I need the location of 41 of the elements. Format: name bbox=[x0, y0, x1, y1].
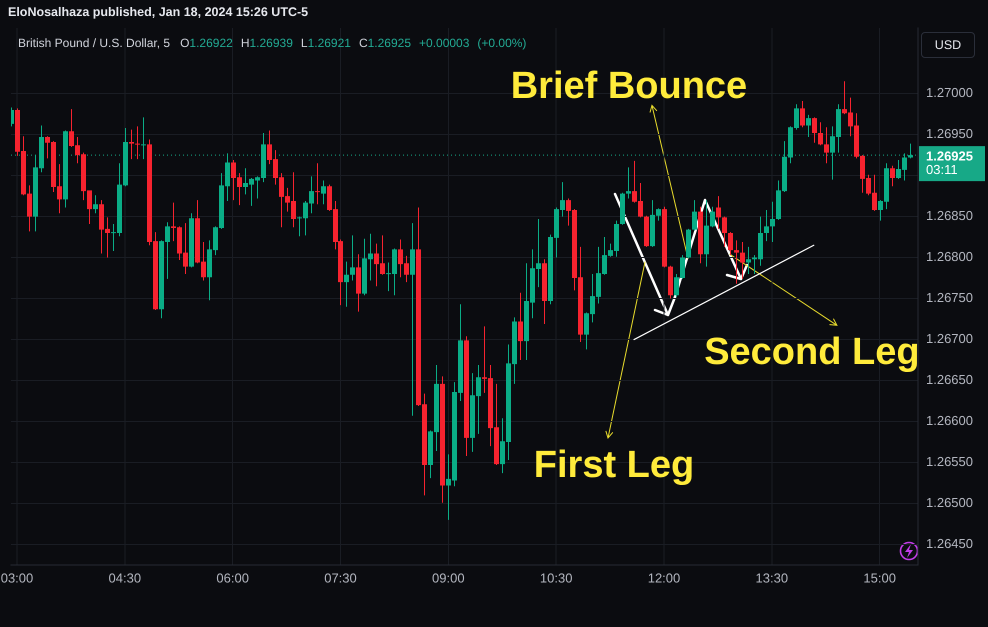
candlestick bbox=[746, 246, 751, 274]
candlestick bbox=[740, 242, 745, 279]
annotation: Second Leg bbox=[704, 331, 920, 374]
x-tick-label: 15:00 bbox=[863, 570, 896, 586]
y-tick-label: 1.26850 bbox=[926, 208, 973, 224]
ref-line-label: 1.26925 bbox=[926, 148, 973, 164]
y-tick-label: 1.26500 bbox=[926, 495, 973, 510]
y-axis-title: USD bbox=[921, 32, 975, 58]
y-tick-label: 1.26700 bbox=[926, 331, 973, 346]
candlestick bbox=[350, 235, 355, 281]
candlestick bbox=[315, 163, 320, 204]
text: British Pound / U.S. Dollar, 5 bbox=[18, 36, 170, 50]
candlestick bbox=[141, 117, 146, 160]
annotation: Brief Bounce bbox=[510, 65, 748, 108]
x-tick-label: 03:00 bbox=[0, 570, 34, 586]
x-tick-label: 09:00 bbox=[432, 570, 465, 586]
x-tick-label: 12:00 bbox=[648, 570, 680, 586]
x-tick-label: 06:00 bbox=[216, 570, 249, 586]
x-tick-label: 07:30 bbox=[324, 570, 357, 586]
candlestick bbox=[908, 144, 913, 158]
candlestick bbox=[626, 167, 631, 199]
x-tick-label: 13:30 bbox=[756, 570, 788, 586]
text: EloNosalhaza published, Jan 18, 2024 15:26 UTC-5 bbox=[8, 5, 308, 19]
y-tick-label: 1.26550 bbox=[926, 454, 973, 470]
text: O1.26922 H1.26939 L1.26921 C1.26925 +0.00003 (+0.00%) bbox=[180, 36, 526, 50]
annotation: First Leg bbox=[534, 444, 694, 486]
y-tick-label: 1.26450 bbox=[926, 536, 973, 552]
x-tick-label: 04:30 bbox=[108, 570, 142, 586]
candlestick bbox=[135, 126, 140, 160]
text: 03:11 bbox=[926, 162, 958, 178]
y-tick-label: 1.26800 bbox=[926, 249, 973, 264]
y-tick-label: 1.27000 bbox=[926, 85, 973, 100]
y-tick-label: 1.26750 bbox=[926, 290, 973, 306]
y-tick-label: 1.26950 bbox=[926, 126, 973, 142]
y-tick-label: 1.26600 bbox=[926, 413, 973, 428]
candlestick bbox=[770, 202, 775, 242]
x-tick-label: 10:30 bbox=[540, 570, 572, 586]
candlestick bbox=[734, 240, 739, 284]
y-tick-label: 1.26650 bbox=[926, 372, 973, 388]
candlestick bbox=[410, 223, 415, 416]
candlestick bbox=[129, 130, 134, 160]
